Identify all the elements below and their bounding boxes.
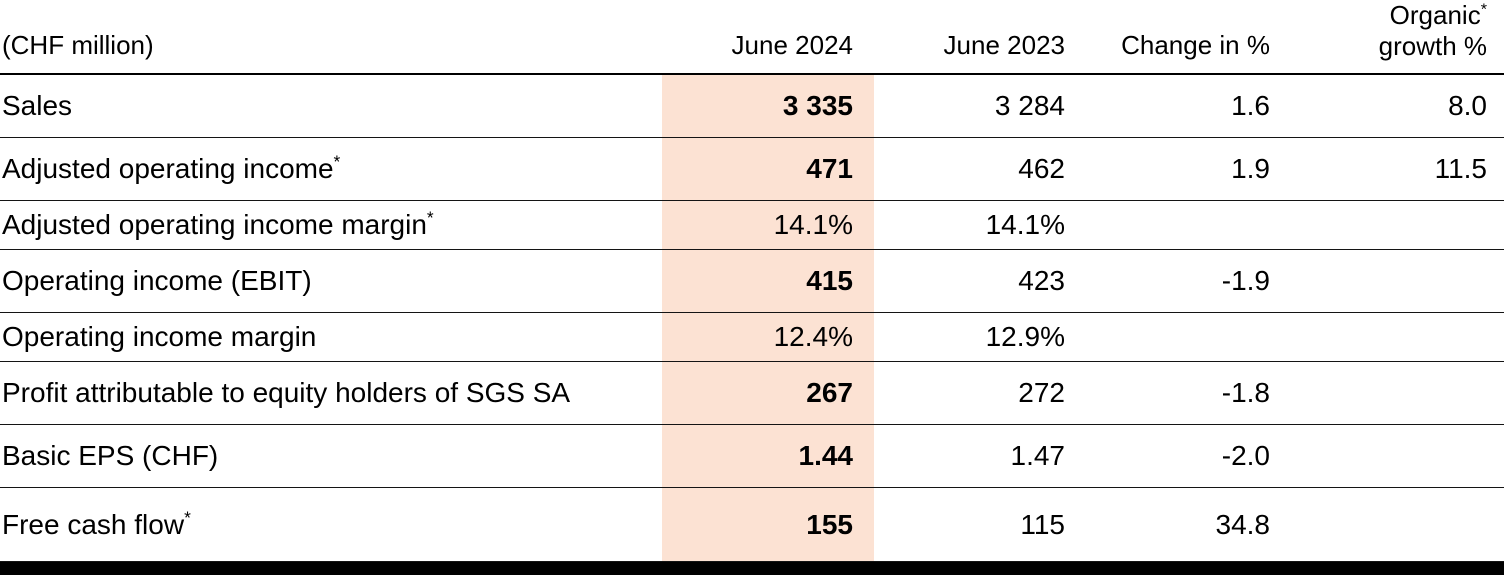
value-organic-growth — [1287, 361, 1504, 426]
value-change-percent: 1.9 — [1082, 137, 1287, 202]
value-june-2024: 1.44 — [662, 424, 874, 489]
table-row: Operating income (EBIT) 415 423 -1.9 — [0, 249, 1504, 314]
value-change-percent: -1.8 — [1082, 361, 1287, 426]
value-organic-growth — [1287, 200, 1504, 251]
value-june-2024: 12.4% — [662, 312, 874, 363]
value-organic-growth — [1287, 249, 1504, 314]
table-bottom-rule — [0, 562, 1504, 575]
value-change-percent: 34.8 — [1082, 487, 1287, 563]
row-label-cell: Operating income margin — [0, 312, 662, 363]
value-june-2024: 471 — [662, 137, 874, 202]
value-june-2023: 462 — [874, 137, 1082, 202]
value-organic-growth — [1287, 312, 1504, 363]
row-label-footnote: * — [333, 152, 341, 173]
column-header-organic-growth: Organic* growth % — [1287, 0, 1504, 76]
row-label-cell: Operating income (EBIT) — [0, 249, 662, 314]
table-row: Profit attributable to equity holders of… — [0, 361, 1504, 426]
row-label-cell: Sales — [0, 74, 662, 139]
row-label-cell: Basic EPS (CHF) — [0, 424, 662, 489]
value-change-percent: 1.6 — [1082, 74, 1287, 139]
row-label: Operating income (EBIT) — [2, 265, 312, 297]
column-header-june-2023: June 2023 — [874, 0, 1082, 76]
value-june-2024: 155 — [662, 487, 874, 563]
value-june-2023: 12.9% — [874, 312, 1082, 363]
column-header-change-percent: Change in % — [1082, 0, 1287, 76]
organic-header-line1: Organic — [1389, 0, 1481, 30]
value-change-percent — [1082, 312, 1287, 363]
row-label: Adjusted operating income — [2, 153, 334, 185]
value-organic-growth — [1287, 424, 1504, 489]
header-row: (CHF million) June 2024 June 2023 Change… — [0, 0, 1504, 76]
value-june-2024: 415 — [662, 249, 874, 314]
organic-header-line2: growth % — [1378, 30, 1487, 61]
organic-footnote-asterisk: * — [1480, 0, 1487, 19]
value-organic-growth: 11.5 — [1287, 137, 1504, 202]
table-row: Adjusted operating income* 471 462 1.9 1… — [0, 137, 1504, 202]
row-label: Adjusted operating income margin — [2, 209, 427, 241]
value-june-2023: 423 — [874, 249, 1082, 314]
row-label-cell: Profit attributable to equity holders of… — [0, 361, 662, 426]
table-row: Adjusted operating income margin* 14.1% … — [0, 200, 1504, 251]
row-label-cell: Free cash flow* — [0, 487, 662, 563]
unit-label: (CHF million) — [0, 0, 662, 76]
table-row: Basic EPS (CHF) 1.44 1.47 -2.0 — [0, 424, 1504, 489]
table-header: (CHF million) June 2024 June 2023 Change… — [0, 0, 1504, 76]
value-june-2023: 115 — [874, 487, 1082, 563]
value-change-percent: -1.9 — [1082, 249, 1287, 314]
value-june-2024: 3 335 — [662, 74, 874, 139]
row-label: Sales — [2, 90, 73, 122]
column-header-june-2024: June 2024 — [662, 0, 874, 76]
value-june-2023: 1.47 — [874, 424, 1082, 489]
table-row: Free cash flow* 155 115 34.8 — [0, 487, 1504, 563]
row-label: Basic EPS (CHF) — [2, 440, 219, 472]
value-change-percent: -2.0 — [1082, 424, 1287, 489]
value-june-2023: 272 — [874, 361, 1082, 426]
row-label-cell: Adjusted operating income* — [0, 137, 662, 202]
value-organic-growth — [1287, 487, 1504, 563]
row-label-footnote: * — [184, 507, 191, 528]
value-june-2023: 3 284 — [874, 74, 1082, 139]
value-change-percent — [1082, 200, 1287, 251]
value-june-2024: 267 — [662, 361, 874, 426]
table-body: Sales 3 335 3 284 1.6 8.0 Adjusted opera… — [0, 74, 1504, 563]
row-label: Profit attributable to equity holders of… — [2, 377, 571, 409]
row-label: Operating income margin — [2, 321, 317, 353]
financial-summary-table: (CHF million) June 2024 June 2023 Change… — [0, 0, 1504, 563]
table-row: Operating income margin 12.4% 12.9% — [0, 312, 1504, 363]
row-label-cell: Adjusted operating income margin* — [0, 200, 662, 251]
row-label: Free cash flow — [2, 508, 185, 540]
value-june-2024: 14.1% — [662, 200, 874, 251]
table-row: Sales 3 335 3 284 1.6 8.0 — [0, 74, 1504, 139]
row-label-footnote: * — [426, 208, 434, 229]
value-organic-growth: 8.0 — [1287, 74, 1504, 139]
value-june-2023: 14.1% — [874, 200, 1082, 251]
